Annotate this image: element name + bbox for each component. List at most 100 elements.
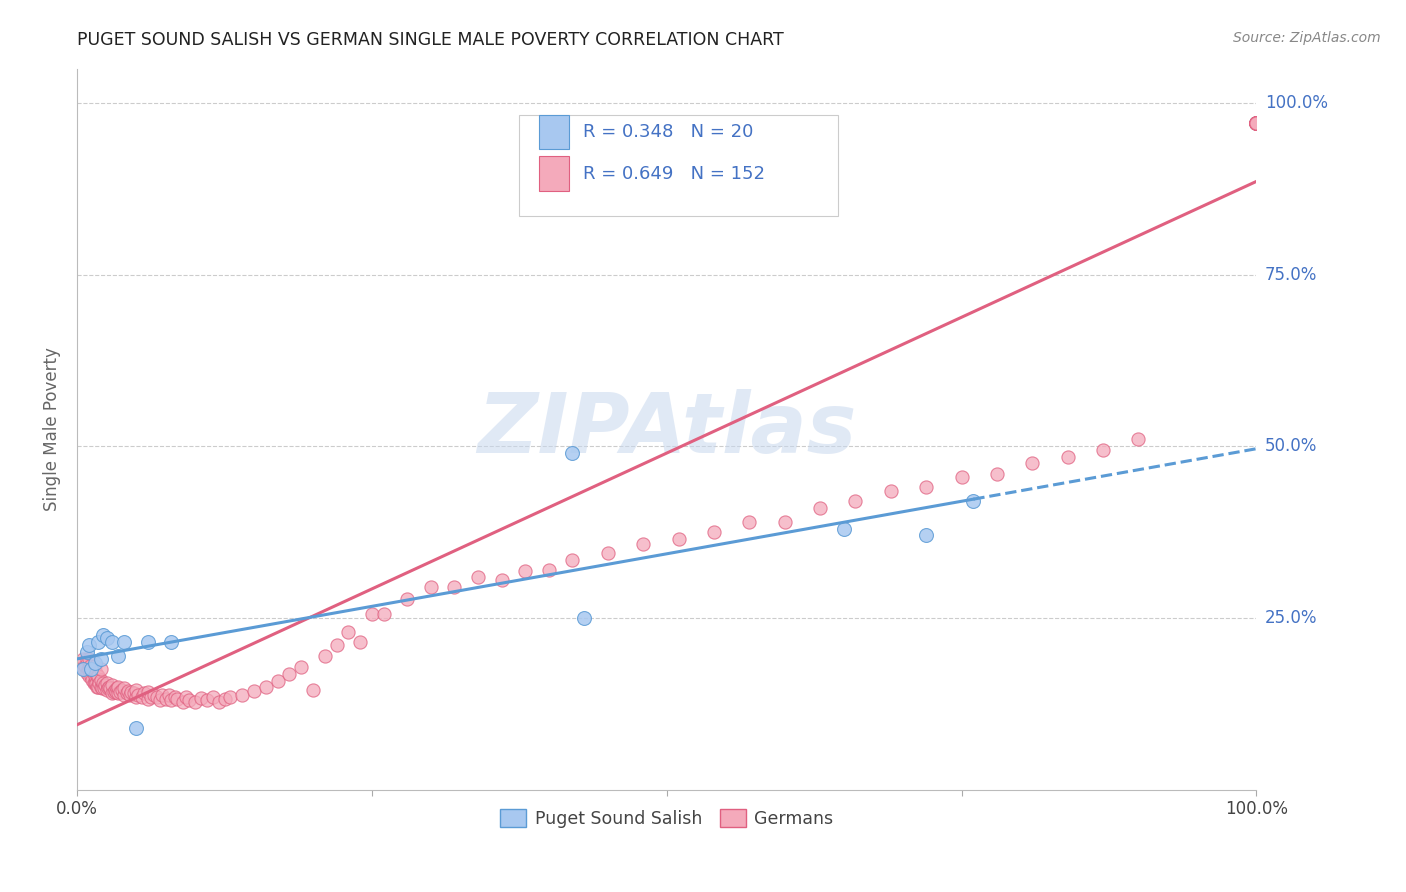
Point bbox=[107, 680, 129, 694]
Point bbox=[467, 570, 489, 584]
Point bbox=[1246, 116, 1268, 130]
Point bbox=[96, 676, 118, 690]
Point bbox=[77, 652, 100, 666]
Point bbox=[108, 685, 131, 699]
Point bbox=[915, 480, 938, 494]
Point bbox=[134, 686, 156, 700]
Point bbox=[91, 628, 114, 642]
Point bbox=[361, 607, 384, 622]
Bar bbox=[540, 156, 569, 191]
Point bbox=[120, 685, 142, 699]
Text: 100.0%: 100.0% bbox=[1265, 94, 1327, 112]
Point bbox=[125, 690, 148, 704]
Point bbox=[90, 662, 112, 676]
Bar bbox=[540, 115, 569, 149]
Point bbox=[1246, 116, 1268, 130]
Point bbox=[1246, 116, 1268, 130]
Point bbox=[668, 532, 690, 546]
Point bbox=[1246, 116, 1268, 130]
Point bbox=[72, 652, 94, 666]
Point bbox=[349, 635, 371, 649]
Point bbox=[111, 683, 134, 698]
Point bbox=[101, 678, 124, 692]
Point bbox=[1246, 116, 1268, 130]
Point bbox=[86, 680, 108, 694]
Point bbox=[87, 669, 110, 683]
Point bbox=[396, 591, 419, 606]
Point bbox=[77, 662, 100, 676]
Point bbox=[94, 678, 117, 692]
Point bbox=[1246, 116, 1268, 130]
Text: Source: ZipAtlas.com: Source: ZipAtlas.com bbox=[1233, 31, 1381, 45]
Point bbox=[97, 680, 120, 694]
Point bbox=[83, 669, 105, 683]
Point bbox=[1246, 116, 1268, 130]
Point bbox=[915, 528, 938, 542]
Point bbox=[214, 692, 236, 706]
Point bbox=[122, 686, 145, 700]
Point bbox=[82, 673, 104, 687]
Point bbox=[1246, 116, 1268, 130]
Point bbox=[561, 446, 583, 460]
Point bbox=[1246, 116, 1268, 130]
Point bbox=[157, 688, 180, 702]
Point bbox=[832, 522, 855, 536]
Point bbox=[83, 665, 105, 680]
Point bbox=[76, 665, 98, 680]
Point bbox=[844, 494, 866, 508]
Point bbox=[86, 669, 108, 683]
Text: R = 0.348   N = 20: R = 0.348 N = 20 bbox=[583, 123, 754, 141]
Point bbox=[77, 638, 100, 652]
Point bbox=[207, 695, 229, 709]
Point bbox=[103, 685, 125, 699]
Point bbox=[1246, 116, 1268, 130]
Text: 50.0%: 50.0% bbox=[1265, 437, 1317, 455]
Point bbox=[112, 635, 135, 649]
Point bbox=[79, 659, 101, 673]
Point bbox=[703, 524, 725, 539]
Point bbox=[179, 693, 201, 707]
Point bbox=[101, 686, 124, 700]
Point bbox=[104, 683, 127, 698]
Point bbox=[90, 681, 112, 695]
Point bbox=[443, 580, 465, 594]
Point bbox=[96, 632, 118, 646]
Point bbox=[195, 693, 218, 707]
Point bbox=[1246, 116, 1268, 130]
Point bbox=[254, 680, 277, 694]
Point bbox=[419, 580, 441, 594]
Point bbox=[112, 681, 135, 695]
Point bbox=[174, 690, 197, 704]
Point bbox=[314, 648, 336, 663]
Point bbox=[1246, 116, 1268, 130]
Point bbox=[136, 685, 159, 699]
Point bbox=[97, 681, 120, 695]
Point bbox=[1246, 116, 1268, 130]
Point bbox=[80, 662, 103, 676]
Point bbox=[808, 501, 831, 516]
Point bbox=[596, 546, 619, 560]
Point bbox=[105, 681, 128, 695]
Point bbox=[201, 690, 224, 704]
Point bbox=[738, 515, 761, 529]
Point bbox=[96, 683, 118, 698]
Point bbox=[73, 662, 96, 676]
Point bbox=[1246, 116, 1268, 130]
Text: R = 0.649   N = 152: R = 0.649 N = 152 bbox=[583, 165, 765, 183]
Point bbox=[87, 680, 110, 694]
Point bbox=[1246, 116, 1268, 130]
Point bbox=[131, 690, 153, 704]
Point bbox=[163, 690, 186, 704]
Point bbox=[112, 688, 135, 702]
Point bbox=[149, 693, 172, 707]
Text: ZIPAtlas: ZIPAtlas bbox=[477, 389, 856, 469]
Point bbox=[160, 693, 183, 707]
Point bbox=[172, 695, 194, 709]
Point bbox=[184, 695, 207, 709]
Point bbox=[1246, 116, 1268, 130]
Point bbox=[561, 552, 583, 566]
Point bbox=[962, 494, 984, 508]
Point bbox=[80, 662, 103, 676]
Point bbox=[515, 564, 537, 578]
Point bbox=[91, 676, 114, 690]
